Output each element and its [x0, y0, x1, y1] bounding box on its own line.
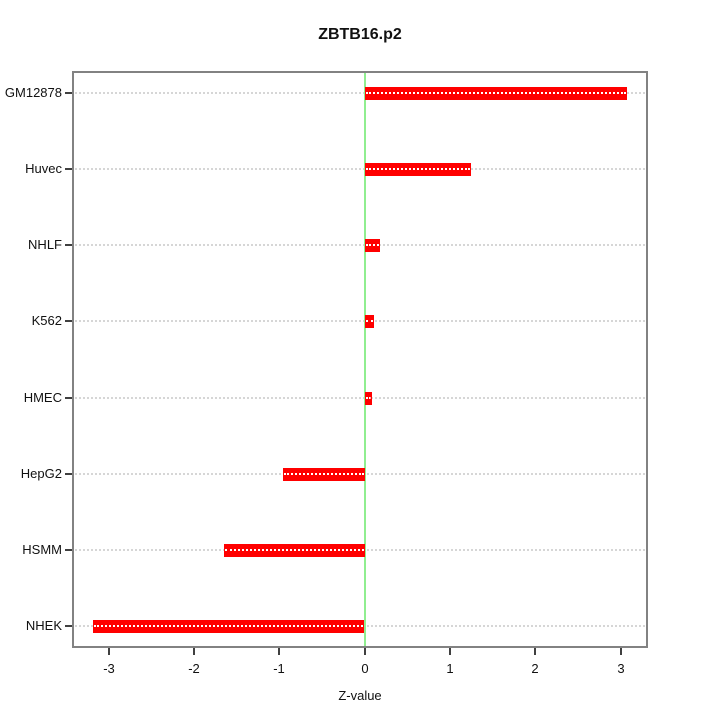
gridline: [72, 244, 648, 246]
bar: [224, 544, 365, 557]
x-tick-label: 2: [531, 661, 539, 676]
x-tick-label: -2: [188, 661, 200, 676]
gridline: [72, 320, 648, 322]
x-tick-label: 3: [617, 661, 625, 676]
x-tick-label: 0: [361, 661, 369, 676]
bar-centerline: [284, 473, 364, 475]
y-tick: [65, 320, 72, 322]
gridline: [72, 168, 648, 170]
x-tick-label: -1: [273, 661, 285, 676]
y-tick-label: HSMM: [22, 542, 62, 557]
bar: [365, 239, 380, 252]
x-tick: [449, 648, 451, 655]
gridline: [72, 397, 648, 399]
bar-centerline: [366, 244, 379, 246]
bar-centerline: [366, 168, 470, 170]
y-tick-label: HMEC: [23, 390, 62, 405]
x-tick: [278, 648, 280, 655]
y-tick-label: Huvec: [25, 161, 62, 176]
bar-centerline: [366, 320, 373, 322]
bar-centerline: [366, 397, 371, 399]
plot-area: GM12878 Huvec NHLF K562 HMEC HepG2 HSMM NHEK -3 -…: [5, 71, 648, 676]
x-tick: [193, 648, 195, 655]
x-tick-label: 1: [446, 661, 454, 676]
bar: [365, 315, 374, 328]
bar-centerline: [366, 92, 626, 94]
chart-title: ZBTB16.p2: [318, 26, 402, 43]
y-tick-label: NHLF: [28, 237, 62, 252]
y-tick: [65, 168, 72, 170]
y-tick: [65, 625, 72, 627]
bar: [283, 468, 365, 481]
plot-box-border: [72, 71, 648, 648]
y-tick: [65, 92, 72, 94]
x-axis-title: Z-value: [338, 688, 382, 703]
y-tick: [65, 473, 72, 475]
x-tick: [620, 648, 622, 655]
y-tick-label: NHEK: [25, 618, 62, 633]
bar: [365, 87, 627, 100]
bar-centerline: [225, 549, 364, 551]
x-tick-label: -3: [103, 661, 115, 676]
gridline: [72, 92, 648, 94]
y-tick-label: K562: [31, 313, 62, 328]
bar-centerline: [94, 625, 363, 627]
y-tick: [65, 549, 72, 551]
x-tick: [534, 648, 536, 655]
x-tick: [108, 648, 110, 655]
y-tick-label: GM12878: [4, 85, 62, 100]
y-tick-label: HepG2: [20, 466, 62, 481]
y-tick: [65, 397, 72, 399]
zero-line: [364, 71, 366, 648]
x-tick: [364, 648, 366, 655]
bar: [93, 620, 364, 633]
y-tick: [65, 244, 72, 246]
bar: [365, 163, 471, 176]
bar: [365, 392, 372, 405]
